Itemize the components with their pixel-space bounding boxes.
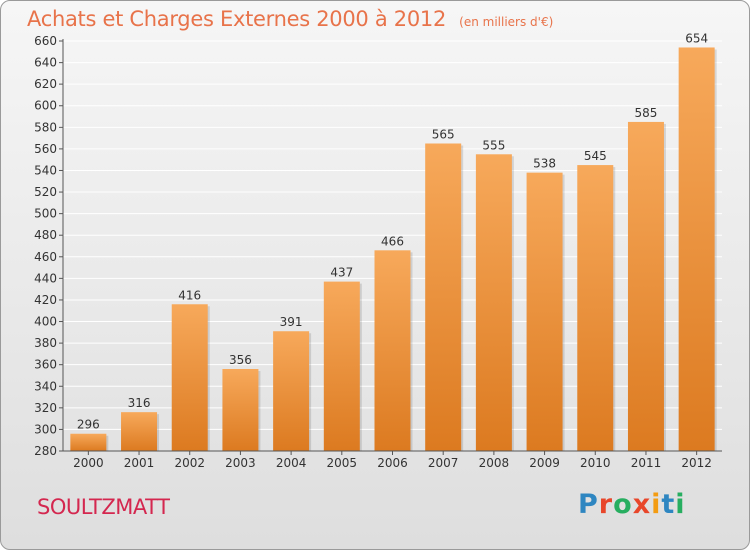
- data-label: 555: [482, 138, 505, 152]
- y-tick-label: 420: [34, 293, 57, 307]
- bar: [121, 412, 158, 451]
- bar: [273, 331, 310, 451]
- bar: [70, 433, 107, 451]
- data-label: 466: [381, 234, 404, 248]
- brand-logo: Proxiti: [578, 489, 686, 520]
- bar: [171, 304, 208, 451]
- x-tick-label: 2008: [479, 456, 510, 470]
- brand-logo-letter: r: [598, 489, 614, 520]
- bar: [526, 172, 563, 451]
- data-label: 296: [77, 418, 100, 432]
- bar: [323, 281, 360, 451]
- y-tick-label: 380: [34, 336, 57, 350]
- y-tick-label: 300: [34, 422, 57, 436]
- brand-logo-letter: t: [661, 489, 676, 520]
- y-tick-label: 360: [34, 358, 57, 372]
- y-tick-label: 600: [34, 99, 57, 113]
- bar: [374, 250, 411, 451]
- y-tick-label: 520: [34, 185, 57, 199]
- bar: [678, 47, 715, 451]
- bar: [627, 121, 664, 451]
- y-tick-label: 540: [34, 163, 57, 177]
- y-tick-label: 400: [34, 315, 57, 329]
- bar: [222, 369, 259, 451]
- x-tick-label: 2004: [276, 456, 307, 470]
- brand-logo-letter: i: [651, 489, 662, 520]
- y-tick-label: 320: [34, 401, 57, 415]
- title-row: Achats et Charges Externes 2000 à 2012 (…: [27, 7, 553, 31]
- chart-title: Achats et Charges Externes 2000 à 2012: [27, 7, 447, 31]
- data-label: 565: [432, 128, 455, 142]
- y-tick-label: 620: [34, 77, 57, 91]
- x-tick-label: 2007: [428, 456, 459, 470]
- x-tick-label: 2000: [73, 456, 104, 470]
- data-label: 416: [178, 288, 201, 302]
- x-tick-label: 2003: [225, 456, 256, 470]
- x-tick-label: 2006: [377, 456, 408, 470]
- data-label: 585: [635, 106, 658, 120]
- brand-logo-letter: x: [632, 489, 652, 520]
- x-tick-label: 2001: [124, 456, 155, 470]
- y-tick-label: 280: [34, 444, 57, 458]
- data-label: 316: [128, 396, 151, 410]
- city-name: SOULTZMATT: [37, 495, 170, 519]
- y-tick-label: 560: [34, 142, 57, 156]
- data-label: 545: [584, 149, 607, 163]
- y-tick-label: 640: [34, 56, 57, 70]
- y-tick-label: 440: [34, 271, 57, 285]
- x-tick-label: 2012: [681, 456, 712, 470]
- bar: [577, 165, 614, 451]
- data-label: 654: [685, 31, 708, 45]
- x-tick-label: 2011: [631, 456, 662, 470]
- x-tick-label: 2009: [529, 456, 560, 470]
- x-tick-label: 2005: [327, 456, 358, 470]
- y-tick-label: 500: [34, 207, 57, 221]
- x-tick-label: 2010: [580, 456, 611, 470]
- data-label: 391: [280, 315, 303, 329]
- y-tick-label: 340: [34, 379, 57, 393]
- data-label: 437: [330, 266, 353, 280]
- x-tick-label: 2002: [174, 456, 205, 470]
- brand-logo-letter: o: [613, 489, 633, 520]
- chart-subtitle: (en milliers d'€): [459, 15, 554, 29]
- data-label: 538: [533, 157, 556, 171]
- bar: [425, 143, 462, 451]
- y-tick-label: 480: [34, 228, 57, 242]
- brand-logo-letter: i: [675, 489, 686, 520]
- bar: [475, 154, 512, 451]
- data-label: 356: [229, 353, 252, 367]
- y-tick-label: 660: [34, 34, 57, 48]
- y-tick-label: 580: [34, 120, 57, 134]
- y-tick-label: 460: [34, 250, 57, 264]
- brand-logo-letter: P: [578, 489, 599, 520]
